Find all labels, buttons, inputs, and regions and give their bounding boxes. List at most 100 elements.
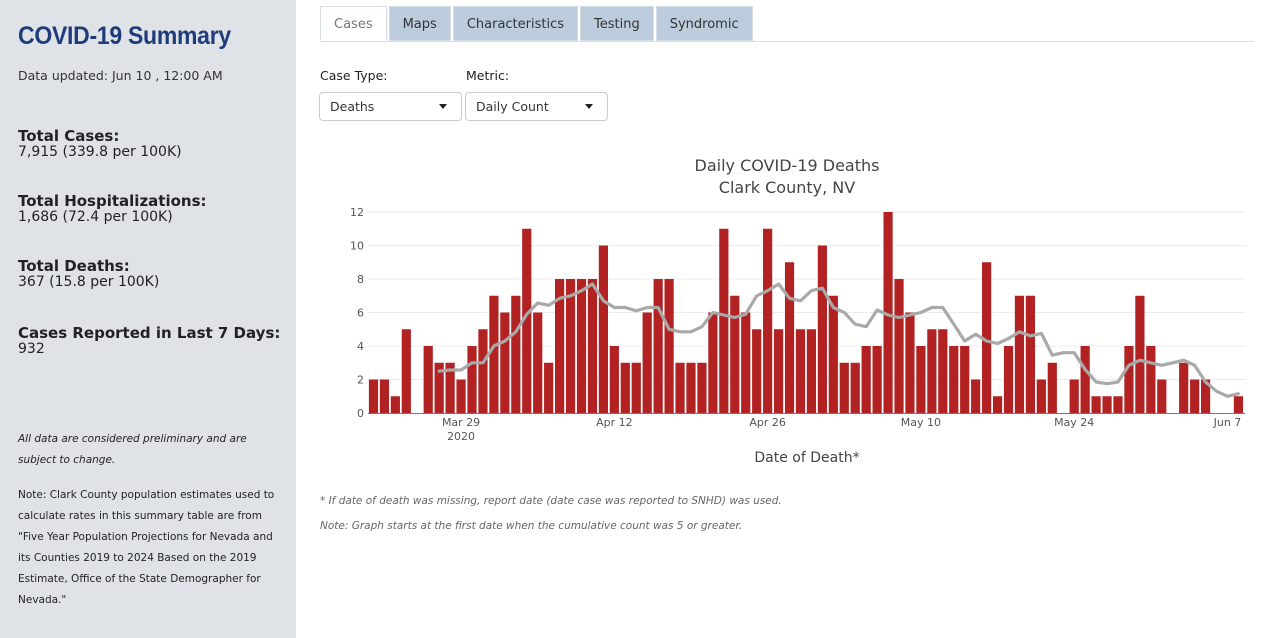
bar bbox=[1102, 396, 1112, 413]
bar bbox=[1036, 379, 1046, 413]
tab-divider bbox=[320, 41, 1254, 42]
bar bbox=[1080, 346, 1090, 413]
bar bbox=[500, 312, 510, 413]
y-tick-label: 12 bbox=[350, 206, 364, 219]
bar bbox=[489, 295, 499, 413]
chevron-down-icon bbox=[585, 104, 593, 109]
bar bbox=[960, 346, 970, 413]
bar bbox=[1091, 396, 1101, 413]
stat-cases-last-7-days: Cases Reported in Last 7 Days: 932 bbox=[18, 325, 280, 357]
bar bbox=[445, 362, 455, 413]
stat-total-hospitalizations: Total Hospitalizations: 1,686 (72.4 per … bbox=[18, 193, 207, 225]
bar bbox=[544, 362, 554, 413]
x-tick-label: Apr 26 bbox=[749, 416, 786, 429]
bar bbox=[576, 279, 587, 413]
y-tick-label: 2 bbox=[357, 374, 364, 387]
bar bbox=[1113, 396, 1123, 413]
bar bbox=[982, 262, 992, 413]
bar bbox=[795, 329, 806, 413]
x-tick-label: Mar 29 bbox=[442, 416, 480, 429]
metric-label: Metric: bbox=[466, 68, 510, 83]
chart-subtitle: Clark County, NV bbox=[719, 178, 855, 197]
bar bbox=[817, 245, 827, 413]
y-axis: 0 2 4 6 8 10 12 bbox=[350, 206, 364, 420]
bar bbox=[1025, 295, 1036, 413]
bar bbox=[390, 396, 400, 413]
bar bbox=[653, 279, 663, 413]
bar bbox=[565, 279, 576, 413]
bar bbox=[839, 362, 849, 413]
bar bbox=[1069, 379, 1079, 413]
bar bbox=[971, 379, 981, 413]
bar bbox=[478, 329, 488, 413]
stat-value: 7,915 (339.8 per 100K) bbox=[18, 144, 182, 160]
bar bbox=[992, 396, 1003, 413]
bar bbox=[872, 346, 882, 413]
bar bbox=[719, 228, 729, 413]
bar bbox=[587, 279, 598, 413]
stat-label: Total Cases: bbox=[18, 127, 120, 145]
bar bbox=[467, 346, 477, 413]
stat-total-cases: Total Cases: 7,915 (339.8 per 100K) bbox=[18, 128, 182, 160]
bar bbox=[916, 346, 926, 413]
bar bbox=[642, 312, 652, 413]
bar bbox=[1135, 295, 1145, 413]
bar bbox=[1146, 346, 1156, 413]
case-type-label: Case Type: bbox=[320, 68, 388, 83]
bar bbox=[708, 312, 718, 413]
moving-average-series bbox=[437, 282, 1241, 398]
bar bbox=[434, 362, 444, 413]
x-axis-title: Date of Death* bbox=[754, 450, 859, 466]
y-tick-label: 10 bbox=[350, 240, 364, 253]
bar bbox=[938, 329, 948, 413]
x-tick-sublabel: 2020 bbox=[447, 430, 475, 443]
metric-select[interactable]: Daily Count bbox=[465, 92, 608, 121]
bar bbox=[763, 228, 773, 413]
stat-value: 367 (15.8 per 100K) bbox=[18, 274, 160, 290]
bar bbox=[664, 279, 674, 413]
y-tick-label: 8 bbox=[357, 273, 364, 286]
bar bbox=[697, 362, 707, 413]
tab-cases[interactable]: Cases bbox=[320, 6, 387, 41]
bar bbox=[773, 329, 784, 413]
bar bbox=[522, 228, 532, 413]
bar bbox=[533, 312, 543, 413]
tab-maps[interactable]: Maps bbox=[388, 6, 451, 41]
stat-value: 932 bbox=[18, 341, 45, 357]
bar bbox=[905, 312, 915, 413]
y-tick-label: 0 bbox=[357, 407, 364, 420]
bar bbox=[1003, 346, 1014, 413]
tab-characteristics[interactable]: Characteristics bbox=[452, 6, 579, 41]
bar bbox=[1014, 295, 1025, 413]
graph-start-footnote: Note: Graph starts at the first date whe… bbox=[320, 520, 743, 532]
bar bbox=[741, 312, 751, 413]
y-tick-label: 4 bbox=[357, 340, 364, 353]
bar bbox=[401, 329, 411, 413]
y-tick-label: 6 bbox=[357, 307, 364, 320]
bar bbox=[686, 362, 696, 413]
tab-testing[interactable]: Testing bbox=[580, 6, 654, 41]
bar bbox=[1190, 379, 1200, 413]
bar bbox=[730, 295, 740, 413]
stat-total-deaths: Total Deaths: 367 (15.8 per 100K) bbox=[18, 258, 159, 290]
tab-syndromic[interactable]: Syndromic bbox=[655, 6, 753, 41]
preliminary-note: All data are considered preliminary and … bbox=[18, 433, 247, 466]
bar bbox=[949, 346, 959, 413]
case-type-value: Deaths bbox=[330, 99, 375, 114]
bar bbox=[555, 279, 565, 413]
bar bbox=[927, 329, 937, 413]
bar bbox=[1200, 379, 1211, 413]
bar bbox=[620, 362, 630, 413]
bar bbox=[511, 295, 521, 413]
bar bbox=[861, 346, 871, 413]
bar bbox=[368, 379, 379, 413]
stat-label: Total Deaths: bbox=[18, 257, 130, 275]
stat-value: 1,686 (72.4 per 100K) bbox=[18, 209, 173, 225]
metric-value: Daily Count bbox=[476, 99, 549, 114]
population-note: Note: Clark County population estimates … bbox=[18, 489, 275, 606]
case-type-select[interactable]: Deaths bbox=[319, 92, 462, 121]
x-tick-label: Jun 7 bbox=[1213, 416, 1242, 429]
bar bbox=[806, 329, 817, 413]
bar bbox=[1179, 362, 1189, 413]
